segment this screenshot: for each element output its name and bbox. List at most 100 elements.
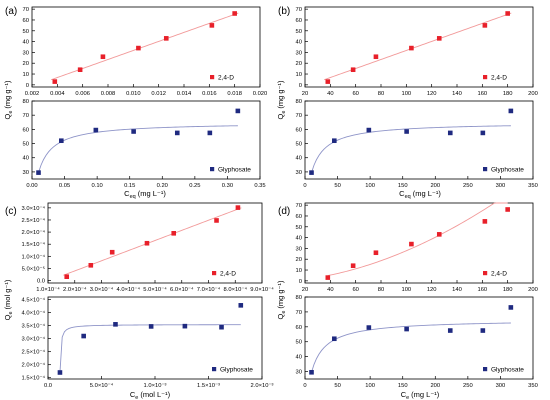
y-tick-label: 10: [296, 268, 302, 274]
plot-b-bottom-glyphosate: 0 50 100 150 200 250 300 350 30 40 50 60 70 80 Glyphos…: [296, 99, 538, 189]
x-tick-label: 160: [477, 91, 487, 97]
plot-d-top-24d: 20 40 60 80 100 120 140 160 180 200 0 10 20 30 40 50 60 7…: [296, 202, 538, 293]
x-tick-label: 3.0×10⁻⁴: [90, 286, 114, 293]
y-tick-label: 70: [296, 310, 302, 316]
data-point: [436, 232, 442, 237]
legend-label: 2,4-D: [220, 271, 236, 278]
panel-label: (c): [5, 206, 17, 217]
y-tick-label: 0: [299, 83, 302, 89]
data-point: [508, 305, 514, 310]
plot-a-top-24d: 0.002 0.004 0.006 0.008 0.010 0.012 0.014 0.016…: [23, 6, 267, 97]
y-tick-label: 40: [23, 156, 29, 162]
x-tick-label: 8.0×10⁻⁴: [224, 286, 248, 293]
data-point: [482, 219, 488, 224]
x-tick-label: 6.0×10⁻⁴: [170, 286, 194, 293]
data-point: [182, 323, 188, 329]
data-point: [93, 127, 99, 133]
x-tick-label: 200: [430, 183, 440, 189]
panel-b: (b) 20 40 60 80 100 120 140 160 180 200 0 10 20 30 40 5…: [276, 6, 538, 200]
data-point: [404, 326, 409, 332]
y-axis-title: Qe(mg g⁻¹): [276, 80, 287, 120]
x-tick-label: 180: [503, 91, 513, 97]
x-tick-label: 140: [452, 91, 462, 97]
y-tick-label: 70: [23, 7, 29, 13]
y-tick-label: 50: [296, 340, 302, 346]
x-tick-label: 0.10: [91, 183, 102, 189]
legend-marker: [483, 271, 488, 276]
x-tick-label: 0.05: [59, 183, 70, 189]
x-tick-label: 5.0×10⁻⁴: [90, 382, 114, 389]
x-tick-label: 50: [334, 183, 340, 189]
legend-marker: [212, 271, 217, 276]
y-tick-label: 30: [296, 50, 302, 56]
x-tick-label: 80: [378, 287, 384, 293]
x-tick-label: 140: [452, 287, 462, 293]
panel-d: (d) 20 40 60 80 100 120 140 160 180 200 0 10 20 30 40 5…: [276, 202, 538, 400]
data-point: [447, 130, 453, 136]
legend-label: Glyphosate: [218, 167, 251, 174]
data-point: [57, 370, 63, 375]
x-tick-label: 5.0×10⁻⁴: [143, 286, 167, 293]
data-point: [409, 45, 414, 51]
data-point: [131, 129, 136, 134]
legend-label: 2,4-D: [218, 75, 234, 82]
data-point: [482, 23, 488, 28]
data-point: [447, 328, 453, 333]
data-point: [64, 274, 70, 279]
data-point: [81, 333, 86, 339]
panel-label: (b): [278, 6, 290, 17]
x-tick-label: 40: [327, 91, 333, 97]
y-tick-label: 3.0×10⁻⁴: [22, 205, 46, 212]
x-tick-label: 0.016: [202, 91, 217, 97]
x-tick-label: 2.0×10⁻³: [251, 383, 274, 389]
y-tick-label: 60: [296, 325, 302, 331]
data-point: [325, 79, 331, 84]
x-tick-label: 0: [303, 183, 306, 189]
y-tick-label: 30: [296, 170, 302, 176]
y-tick-label: 30: [23, 170, 29, 176]
data-point: [508, 108, 514, 114]
data-point: [309, 170, 314, 175]
y-tick-label: 0: [26, 83, 29, 89]
data-point: [409, 241, 414, 247]
y-tick-label: 20: [23, 61, 29, 67]
x-tick-label: 350: [528, 383, 538, 389]
x-tick-label: 60: [352, 91, 358, 97]
data-point: [309, 369, 314, 375]
data-point: [235, 108, 241, 114]
x-axis-title: Ceq (mg L⁻¹): [124, 189, 166, 200]
x-tick-label: 0.25: [189, 183, 200, 189]
data-point: [404, 129, 409, 134]
y-tick-label: 40: [296, 236, 302, 242]
y-tick-label: 30: [23, 50, 29, 56]
data-point: [100, 54, 106, 60]
y-tick-label: 80: [23, 99, 29, 105]
data-point: [235, 205, 241, 210]
plot-frame: [304, 202, 534, 284]
y-tick-label: 1.5×10⁻⁴: [22, 375, 46, 382]
data-point: [332, 336, 337, 342]
x-tick-label: 0.014: [177, 91, 192, 97]
legend-marker: [483, 75, 488, 80]
y-tick-label: 50: [23, 142, 29, 148]
data-point: [373, 250, 379, 256]
data-point: [350, 67, 356, 73]
x-tick-label: 120: [427, 91, 437, 97]
plot-a-bottom-glyphosate: 0.00 0.05 0.10 0.15 0.20 0.25 0.30 0.35 30 40 50 60…: [23, 99, 266, 189]
x-tick-label: 1.5×10⁻³: [197, 383, 220, 389]
x-axis-title: Ce (mol L⁻¹): [130, 390, 171, 400]
y-tick-label: 50: [296, 29, 302, 35]
x-tick-label: 1.0×10⁻³: [144, 383, 167, 389]
data-point: [163, 36, 169, 41]
data-point: [136, 45, 141, 51]
y-tick-label: 60: [23, 18, 29, 24]
x-tick-label: 0.018: [227, 91, 242, 97]
x-tick-label: 100: [365, 183, 375, 189]
x-tick-label: 300: [496, 183, 506, 189]
y-tick-label: 3.5×10⁻⁴: [22, 323, 46, 330]
data-point: [232, 11, 237, 16]
legend-label: 2,4-D: [491, 75, 507, 82]
y-tick-label: 2.0×10⁻⁴: [22, 362, 46, 369]
legend-label: Glyphosate: [491, 367, 524, 374]
